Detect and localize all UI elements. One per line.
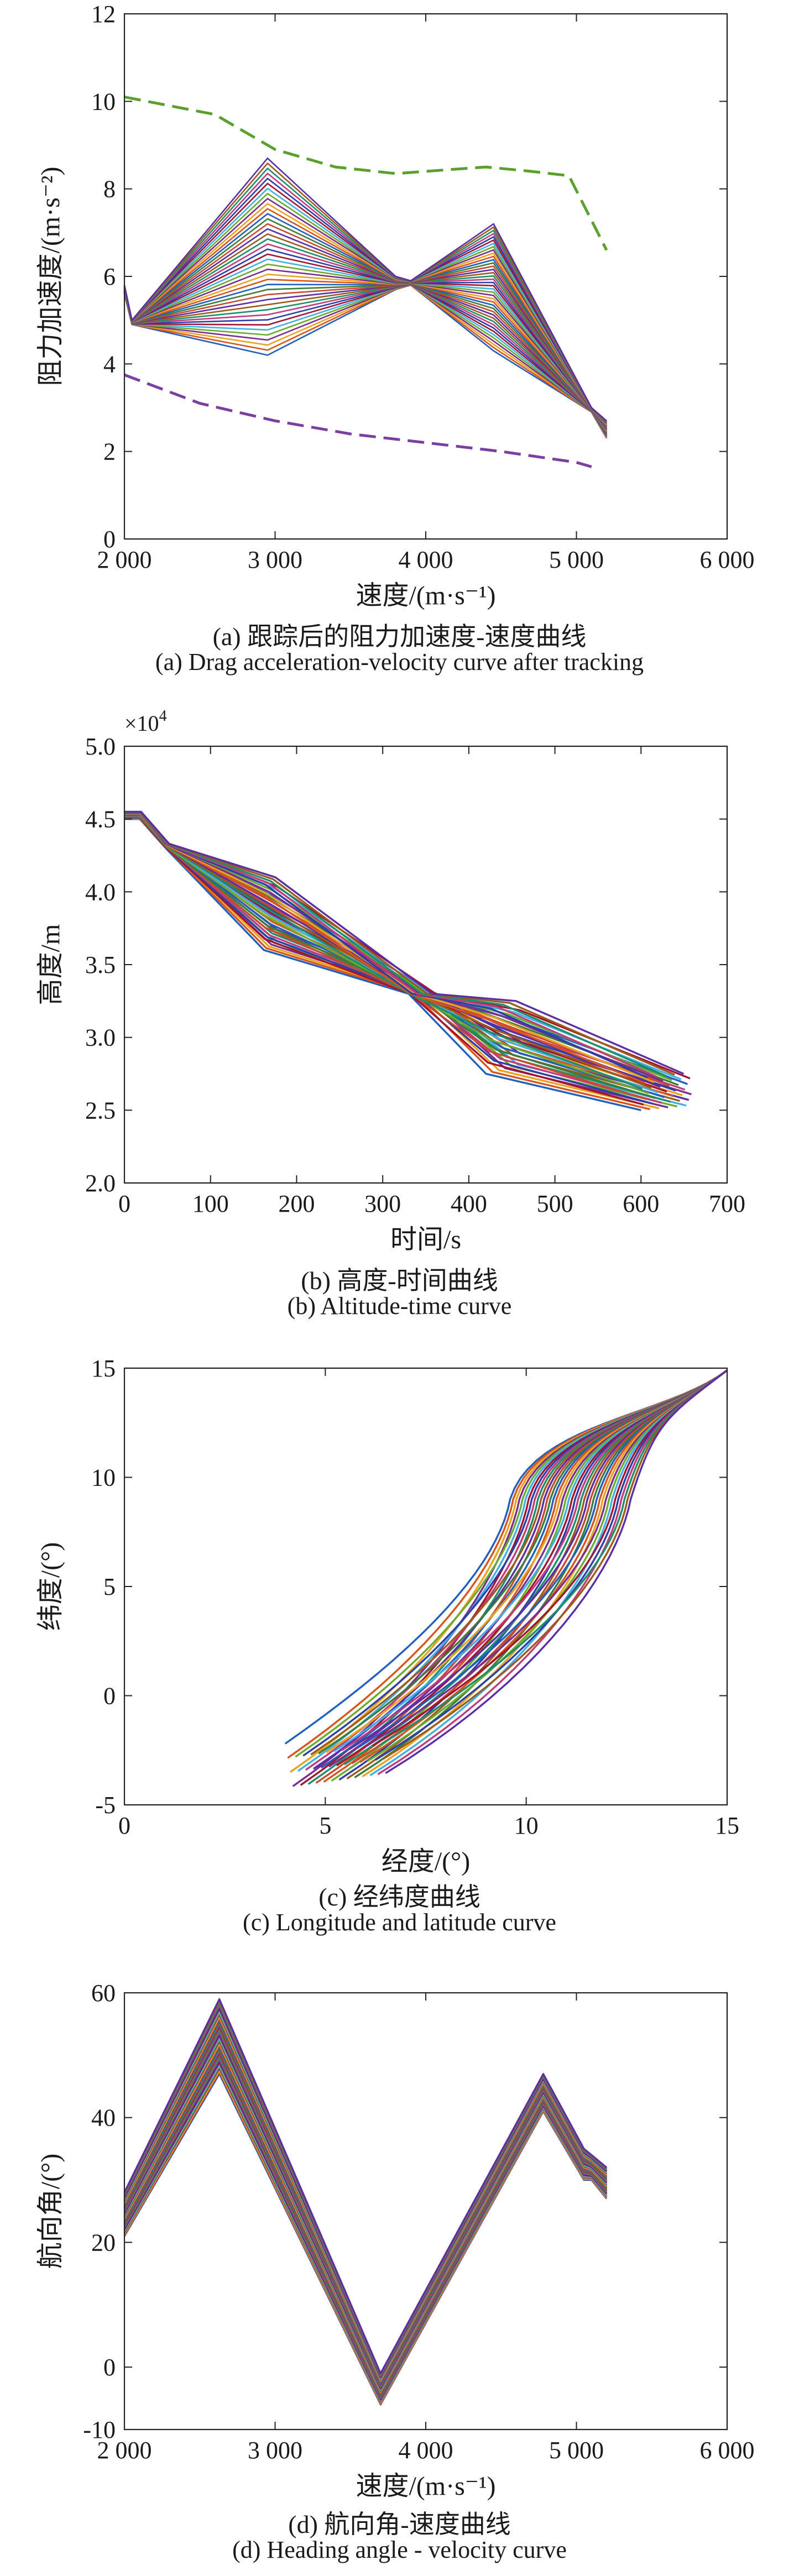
- x-tick-label: 6 000: [700, 546, 755, 573]
- series-line-34: [369, 1369, 728, 1777]
- x-tick-label: 700: [709, 1190, 745, 1217]
- boundary-line-1: [124, 95, 608, 251]
- series-line-39: [124, 811, 675, 1076]
- x-axis-label: 速度/(m·s⁻¹): [356, 581, 495, 610]
- axes-b: 0 100 200 300 400 500 600 700 2.0 2.5 3.0 3.5 4.0 4.5…: [36, 708, 745, 1254]
- x-tick-label: 4 000: [399, 2437, 453, 2464]
- y-tick-label: 60: [91, 1980, 116, 2007]
- x-axis-label: 速度/(m·s⁻¹): [356, 2472, 495, 2501]
- y-tick-label: 0: [103, 526, 116, 553]
- series-line-33: [124, 812, 672, 1081]
- plot-area-b: [124, 810, 692, 1111]
- y-tick-label: 40: [91, 2104, 116, 2132]
- x-tick-label: 400: [451, 1190, 487, 1217]
- x-tick-label: 2 000: [97, 2437, 152, 2464]
- x-tick-label: 500: [537, 1190, 573, 1217]
- caption-b-zh: (b) 高度-时间曲线: [301, 1266, 498, 1295]
- y-axis-label: 航向角/(°): [36, 2154, 65, 2269]
- y-tick-label: 20: [91, 2229, 116, 2256]
- y-tick-label: 3.0: [85, 1024, 116, 1051]
- caption-a-zh: (a) 跟踪后的阻力加速度-速度曲线: [212, 622, 587, 651]
- boundary-line-2: [124, 373, 592, 468]
- y-tick-label: 2.0: [85, 1170, 116, 1197]
- chart-d-heading-angle-velocity: 2 000 3 000 4 000 5 000 6 000 -10 0 20 40 60 速度/(m…: [36, 1980, 755, 2501]
- series-line-40: [385, 1369, 728, 1774]
- x-tick-label: 3 000: [248, 546, 302, 573]
- x-tick-label: 5 000: [549, 2437, 604, 2464]
- x-tick-label: 0: [118, 1190, 130, 1217]
- y-tick-label: 6: [103, 263, 116, 290]
- y-tick-label: 5.0: [85, 733, 116, 760]
- x-tick-label: 0: [118, 1812, 130, 1839]
- y-tick-label: -10: [83, 2416, 116, 2443]
- y-tick-label: 0: [103, 2354, 116, 2381]
- x-tick-label: 10: [514, 1812, 539, 1839]
- y-tick-label: 4: [103, 350, 116, 378]
- x-tick-label: 15: [715, 1812, 739, 1839]
- y-tick-label: 2: [103, 438, 116, 465]
- x-tick-label: 2 000: [97, 546, 152, 573]
- y-axis-label: 阻力加速度/(m·s⁻²): [36, 166, 65, 386]
- y-tick-label: 0: [103, 1683, 116, 1710]
- x-tick-label: 4 000: [399, 546, 453, 573]
- series-line-35: [124, 811, 691, 1080]
- x-tick-label: 300: [364, 1190, 401, 1217]
- series-line-40: [123, 158, 607, 422]
- series-line-34: [124, 811, 682, 1081]
- caption-d-en: (d) Heading angle - velocity curve: [232, 2536, 567, 2563]
- x-tick-label: 6 000: [700, 2437, 755, 2464]
- axes-box: [123, 745, 728, 1184]
- x-axis-label: 经度/(°): [382, 1847, 471, 1876]
- y-tick-label: 10: [91, 1464, 116, 1491]
- y-tick-label: 2.5: [85, 1097, 116, 1124]
- y-axis-label: 纬度/(°): [36, 1542, 65, 1631]
- y-tick-label: 3.5: [85, 951, 116, 978]
- series-line-32: [124, 812, 664, 1082]
- y-axis-label: 高度/m: [36, 924, 65, 1006]
- x-tick-label: 100: [192, 1190, 229, 1217]
- chart-b-altitude-time: 0 100 200 300 400 500 600 700 2.0 2.5 3.0 3.5 4.0 4.5…: [36, 708, 745, 1254]
- caption-c-zh: (c) 经纬度曲线: [318, 1883, 481, 1911]
- y-tick-label: 4.5: [85, 806, 116, 833]
- y-tick-label: 10: [91, 88, 116, 115]
- x-tick-label: 3 000: [248, 2437, 302, 2464]
- x-axis-label: 时间/s: [390, 1225, 461, 1254]
- caption-a-en: (a) Drag acceleration-velocity curve aft…: [155, 648, 644, 676]
- x-tick-label: 600: [623, 1190, 659, 1217]
- axes-d: 2 000 3 000 4 000 5 000 6 000 -10 0 20 40 60 速度/(m…: [36, 1980, 755, 2501]
- series-line-36: [374, 1369, 728, 1761]
- y-tick-label: 5: [103, 1573, 116, 1600]
- series-line-16: [323, 1369, 728, 1783]
- plot-area-a: [123, 95, 608, 468]
- series-line-40: [123, 1998, 608, 2374]
- x-tick-label: 200: [278, 1190, 315, 1217]
- plot-area-d: [123, 1998, 608, 2406]
- y-tick-label: -5: [95, 1792, 116, 1819]
- caption-d-zh: (d) 航向角-速度曲线: [288, 2510, 511, 2538]
- series-line-14: [318, 1369, 728, 1755]
- caption-c-en: (c) Longitude and latitude curve: [243, 1909, 556, 1936]
- y-tick-label: 4.0: [85, 878, 116, 905]
- caption-b-en: (b) Altitude-time curve: [287, 1292, 512, 1320]
- y-tick-label: 8: [103, 176, 116, 203]
- x-tick-label: 5 000: [549, 546, 604, 573]
- y-multiplier: ×104: [124, 708, 167, 736]
- series-line-40: [124, 810, 685, 1075]
- series-line-6: [297, 1369, 728, 1772]
- y-tick-label: 15: [91, 1355, 116, 1382]
- axes-a: 2 000 3 000 4 000 5 000 6 000 0 2 4 6 8 10 12 速度/(m·…: [36, 1, 755, 610]
- chart-a-drag-acceleration-velocity: 2 000 3 000 4 000 5 000 6 000 0 2 4 6 8 10 12 速度/(m·…: [36, 1, 755, 610]
- x-tick-label: 5: [319, 1812, 331, 1839]
- y-tick-label: 12: [91, 1, 116, 28]
- plot-area-c: [284, 1369, 728, 1787]
